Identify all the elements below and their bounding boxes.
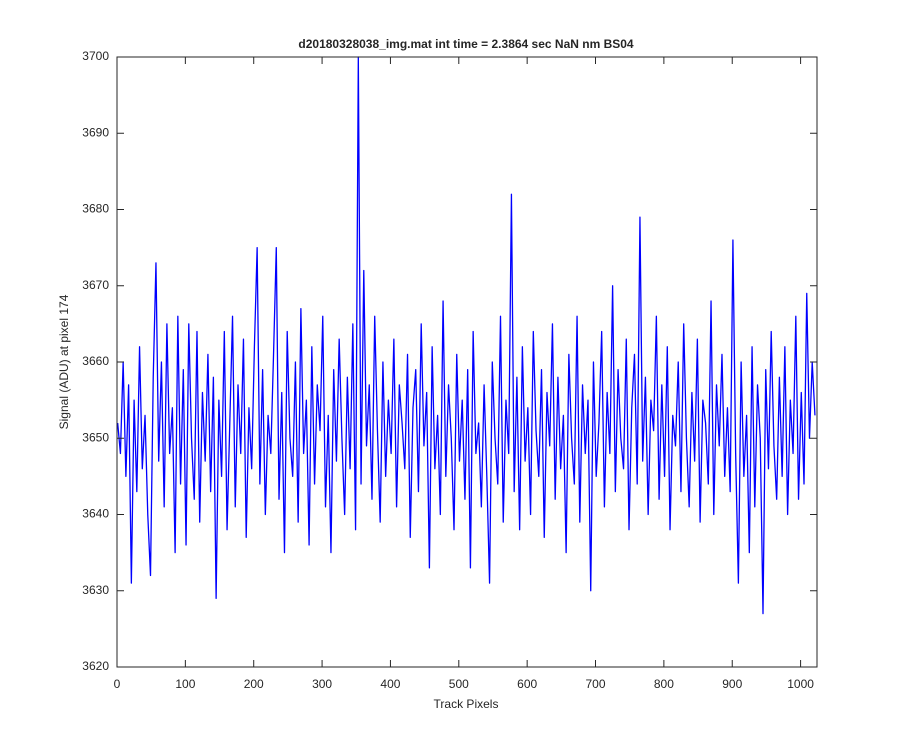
x-tick-label: 800: [654, 677, 674, 691]
x-tick-label: 900: [722, 677, 742, 691]
y-axis-label: Signal (ADU) at pixel 174: [57, 294, 71, 429]
x-tick-label: 600: [517, 677, 537, 691]
y-tick-label: 3690: [82, 125, 109, 139]
y-tick-label: 3660: [82, 354, 109, 368]
x-axis-label: Track Pixels: [434, 697, 499, 711]
y-tick-label: 3640: [82, 507, 109, 521]
x-tick-label: 700: [586, 677, 606, 691]
y-tick-label: 3650: [82, 430, 109, 444]
chart-title: d20180328038_img.mat int time = 2.3864 s…: [298, 37, 634, 51]
x-tick-label: 200: [244, 677, 264, 691]
x-tick-label: 400: [380, 677, 400, 691]
y-tick-label: 3670: [82, 278, 109, 292]
x-tick-label: 500: [449, 677, 469, 691]
y-tick-label: 3680: [82, 202, 109, 216]
y-tick-label: 3620: [82, 659, 109, 673]
x-tick-label: 100: [175, 677, 195, 691]
y-tick-label: 3630: [82, 583, 109, 597]
data-line: [117, 56, 816, 615]
x-tick-label: 300: [312, 677, 332, 691]
y-tick-label: 3700: [82, 49, 109, 63]
x-tick-label: 0: [114, 677, 121, 691]
x-tick-label: 1000: [787, 677, 814, 691]
